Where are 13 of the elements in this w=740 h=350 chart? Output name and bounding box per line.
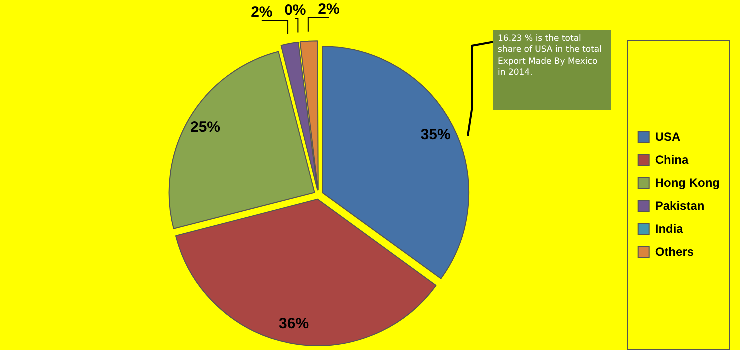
data-label: 25%: [190, 119, 221, 136]
legend-label: Others: [655, 244, 694, 259]
data-label: 2%: [251, 4, 273, 21]
legend-label: India: [655, 222, 684, 236]
text: 0%: [284, 2, 306, 20]
data-label: 36%: [279, 315, 310, 332]
legend-label: China: [655, 152, 690, 167]
data-label: 2%: [318, 1, 340, 18]
legend-label: USA: [655, 130, 682, 144]
text: 16.23 % is the total share of USA in the total Export Made By Mexico in 2014.: [493, 30, 611, 110]
legend-label: Hong Kong: [655, 176, 720, 190]
data-label: 35%: [420, 126, 451, 144]
legend-label: Pakistan: [655, 198, 705, 213]
